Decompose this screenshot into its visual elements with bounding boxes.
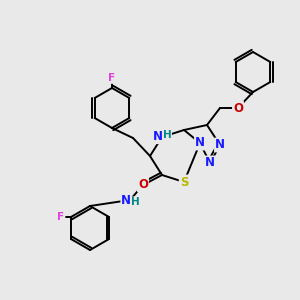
Text: O: O (233, 101, 243, 115)
Text: O: O (138, 178, 148, 191)
Text: N: N (215, 139, 225, 152)
Text: H: H (130, 197, 140, 207)
Text: H: H (163, 130, 171, 140)
Text: S: S (180, 176, 188, 188)
Text: F: F (57, 212, 64, 222)
Text: N: N (153, 130, 163, 143)
Text: F: F (108, 73, 116, 83)
Text: N: N (195, 136, 205, 149)
Text: H: H (158, 133, 166, 142)
Text: N: N (121, 194, 131, 206)
Text: N: N (205, 157, 215, 169)
